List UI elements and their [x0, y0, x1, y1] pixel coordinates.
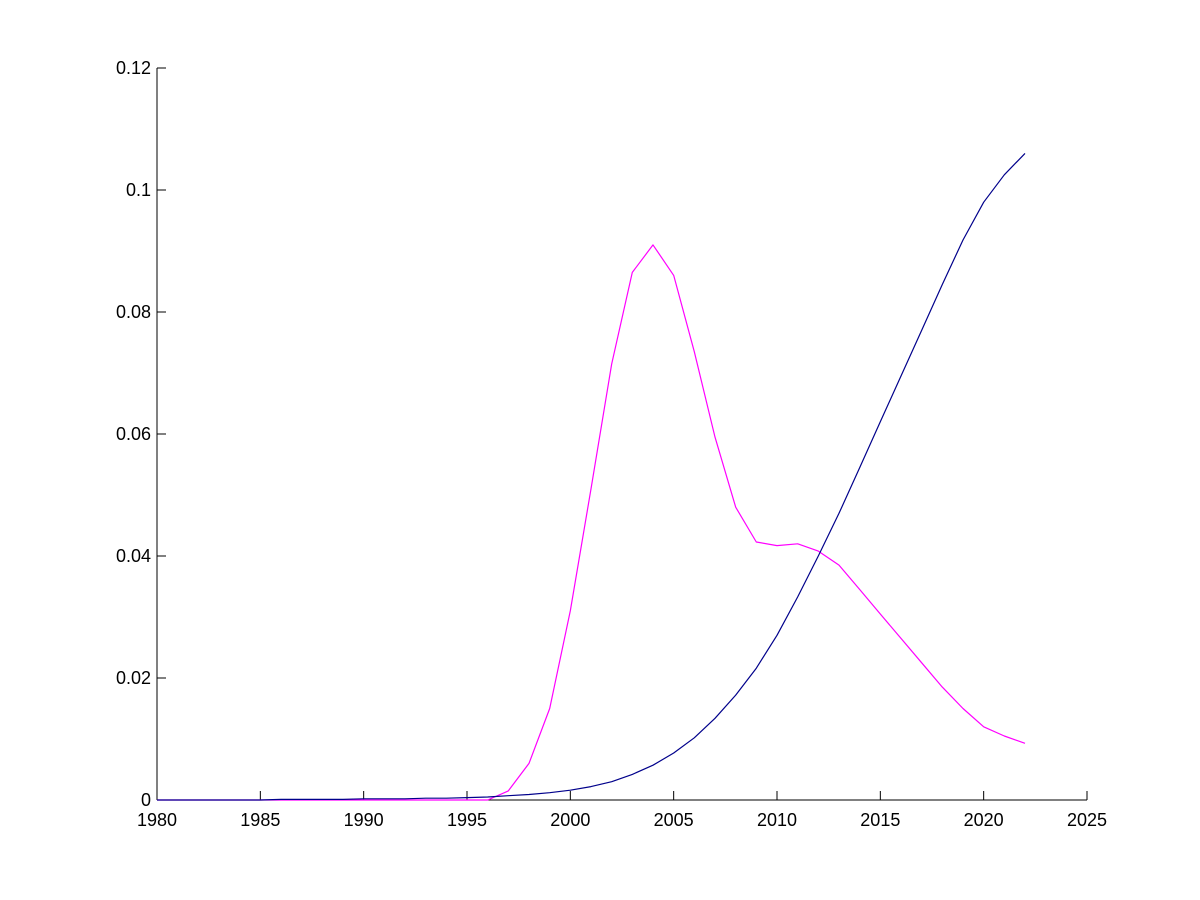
x-tick-label: 2025 — [1067, 810, 1107, 830]
y-tick-label: 0.04 — [116, 546, 151, 566]
y-tick-label: 0.12 — [116, 58, 151, 78]
y-tick-label: 0.08 — [116, 302, 151, 322]
x-tick-label: 2000 — [550, 810, 590, 830]
x-tick-label: 2015 — [860, 810, 900, 830]
x-axis-ticks: 1980 1985 1990 1995 2000 2005 2010 2015 2020 2025 — [137, 791, 1107, 830]
x-tick-label: 1980 — [137, 810, 177, 830]
y-axis-ticks: 0 0.02 0.04 0.06 0.08 0.1 0.12 — [116, 58, 166, 810]
y-tick-label: 0.1 — [126, 180, 151, 200]
series-line-2 — [157, 152, 1026, 801]
y-tick-label: 0.02 — [116, 668, 151, 688]
y-tick-label: 0 — [141, 790, 151, 810]
x-tick-label: 2020 — [964, 810, 1004, 830]
x-tick-label: 2005 — [654, 810, 694, 830]
x-tick-label: 2010 — [757, 810, 797, 830]
y-tick-label: 0.06 — [116, 424, 151, 444]
x-tick-label: 1990 — [344, 810, 384, 830]
series-group — [157, 152, 1026, 801]
x-tick-label: 1995 — [447, 810, 487, 830]
x-tick-label: 1985 — [240, 810, 280, 830]
